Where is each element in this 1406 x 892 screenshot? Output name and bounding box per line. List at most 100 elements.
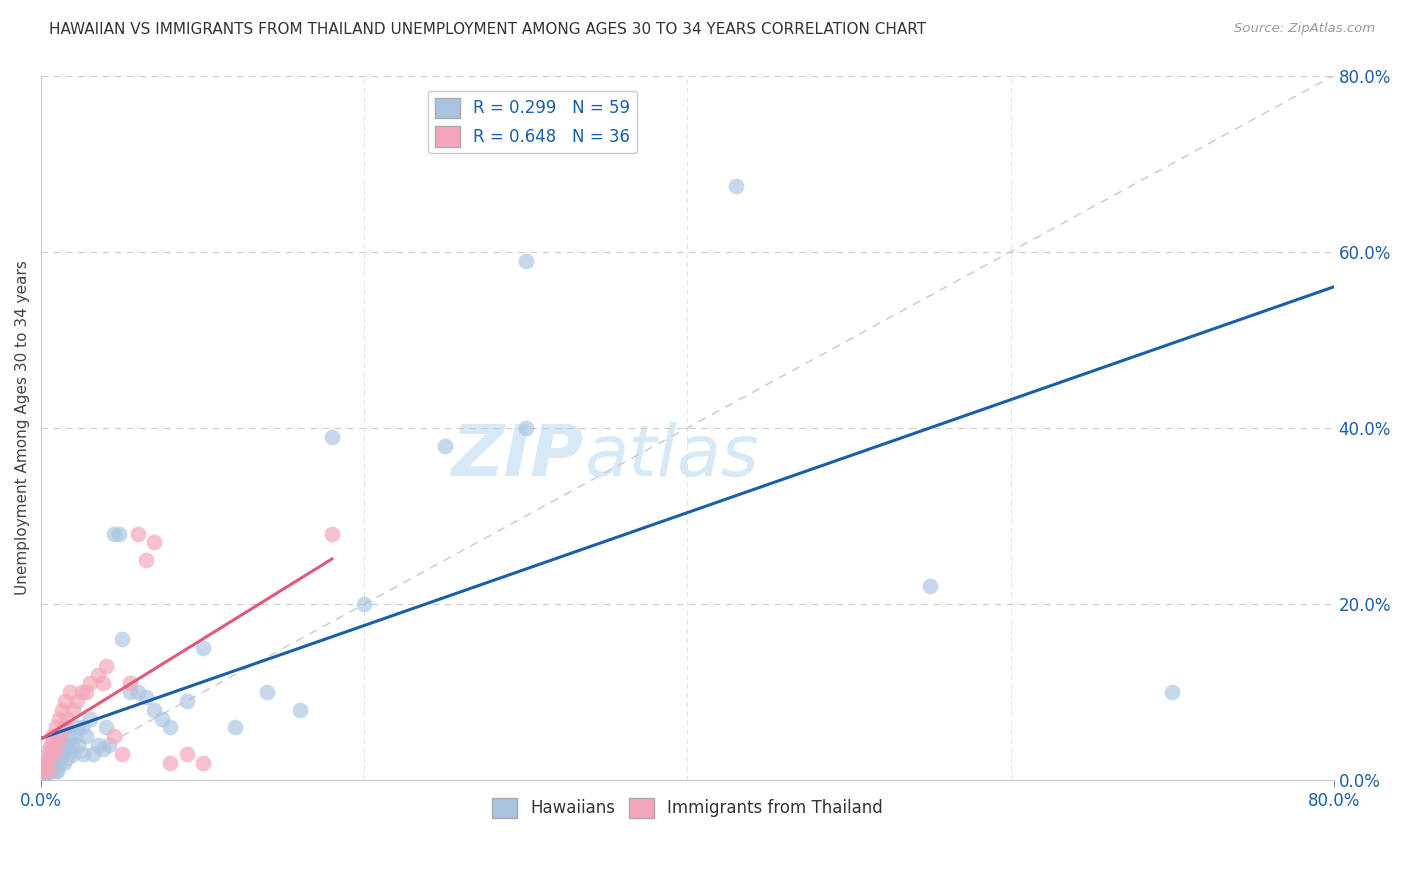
Point: [63, 729, 86, 743]
Point: [111, 632, 134, 647]
Point: [46, 738, 69, 752]
Point: [515, 421, 537, 435]
Point: [34, 760, 56, 774]
Point: [94, 658, 117, 673]
Point: [94, 721, 117, 735]
Point: [107, 526, 129, 541]
Point: [31, 764, 53, 779]
Point: [42, 742, 65, 756]
Point: [66, 721, 89, 735]
Point: [53, 738, 76, 752]
Point: [37, 751, 59, 765]
Point: [67, 738, 90, 752]
Point: [1161, 685, 1184, 699]
Point: [86, 667, 108, 681]
Point: [288, 703, 311, 717]
Point: [51, 747, 73, 761]
Point: [49, 729, 72, 743]
Point: [45, 729, 67, 743]
Point: [52, 721, 75, 735]
Point: [38, 756, 60, 770]
Point: [224, 721, 246, 735]
Point: [118, 676, 141, 690]
Point: [135, 690, 157, 704]
Point: [176, 694, 198, 708]
Point: [41, 729, 63, 743]
Point: [37, 764, 59, 779]
Point: [91, 742, 114, 756]
Point: [38, 747, 60, 761]
Point: [143, 535, 166, 549]
Point: [82, 747, 104, 761]
Point: [53, 721, 76, 735]
Point: [35, 766, 58, 780]
Point: [353, 597, 375, 611]
Point: [75, 685, 97, 699]
Point: [159, 721, 181, 735]
Legend: Hawaiians, Immigrants from Thailand: Hawaiians, Immigrants from Thailand: [485, 791, 890, 825]
Point: [48, 712, 70, 726]
Point: [111, 747, 134, 761]
Point: [724, 178, 747, 193]
Point: [59, 685, 82, 699]
Point: [39, 751, 62, 765]
Point: [72, 747, 94, 761]
Point: [79, 676, 101, 690]
Point: [52, 756, 75, 770]
Point: [39, 764, 62, 779]
Point: [515, 253, 537, 268]
Point: [48, 751, 70, 765]
Point: [256, 685, 278, 699]
Point: [321, 430, 343, 444]
Point: [56, 712, 79, 726]
Point: [79, 712, 101, 726]
Point: [51, 703, 73, 717]
Point: [42, 756, 65, 770]
Point: [46, 764, 69, 779]
Point: [56, 742, 79, 756]
Point: [49, 756, 72, 770]
Point: [59, 729, 82, 743]
Point: [70, 721, 93, 735]
Point: [191, 756, 214, 770]
Point: [38, 742, 60, 756]
Point: [45, 721, 67, 735]
Point: [103, 729, 125, 743]
Point: [321, 526, 343, 541]
Point: [103, 526, 125, 541]
Point: [46, 738, 69, 752]
Point: [62, 703, 84, 717]
Text: Source: ZipAtlas.com: Source: ZipAtlas.com: [1234, 22, 1375, 36]
Point: [176, 747, 198, 761]
Point: [60, 738, 83, 752]
Point: [86, 738, 108, 752]
Point: [31, 764, 53, 779]
Point: [62, 747, 84, 761]
Point: [39, 738, 62, 752]
Point: [191, 641, 214, 656]
Point: [35, 756, 58, 770]
Text: atlas: atlas: [583, 422, 759, 491]
Point: [42, 747, 65, 761]
Point: [35, 760, 58, 774]
Point: [91, 676, 114, 690]
Point: [34, 769, 56, 783]
Point: [918, 579, 941, 593]
Point: [41, 760, 63, 774]
Point: [49, 729, 72, 743]
Point: [45, 764, 67, 779]
Text: HAWAIIAN VS IMMIGRANTS FROM THAILAND UNEMPLOYMENT AMONG AGES 30 TO 34 YEARS CORR: HAWAIIAN VS IMMIGRANTS FROM THAILAND UNE…: [49, 22, 927, 37]
Point: [135, 553, 157, 567]
Point: [127, 526, 149, 541]
Point: [150, 712, 173, 726]
Point: [118, 685, 141, 699]
Point: [143, 703, 166, 717]
Point: [66, 694, 89, 708]
Point: [38, 764, 60, 779]
Point: [434, 438, 457, 452]
Point: [75, 729, 97, 743]
Point: [127, 685, 149, 699]
Point: [159, 756, 181, 770]
Point: [58, 747, 80, 761]
Point: [70, 685, 93, 699]
